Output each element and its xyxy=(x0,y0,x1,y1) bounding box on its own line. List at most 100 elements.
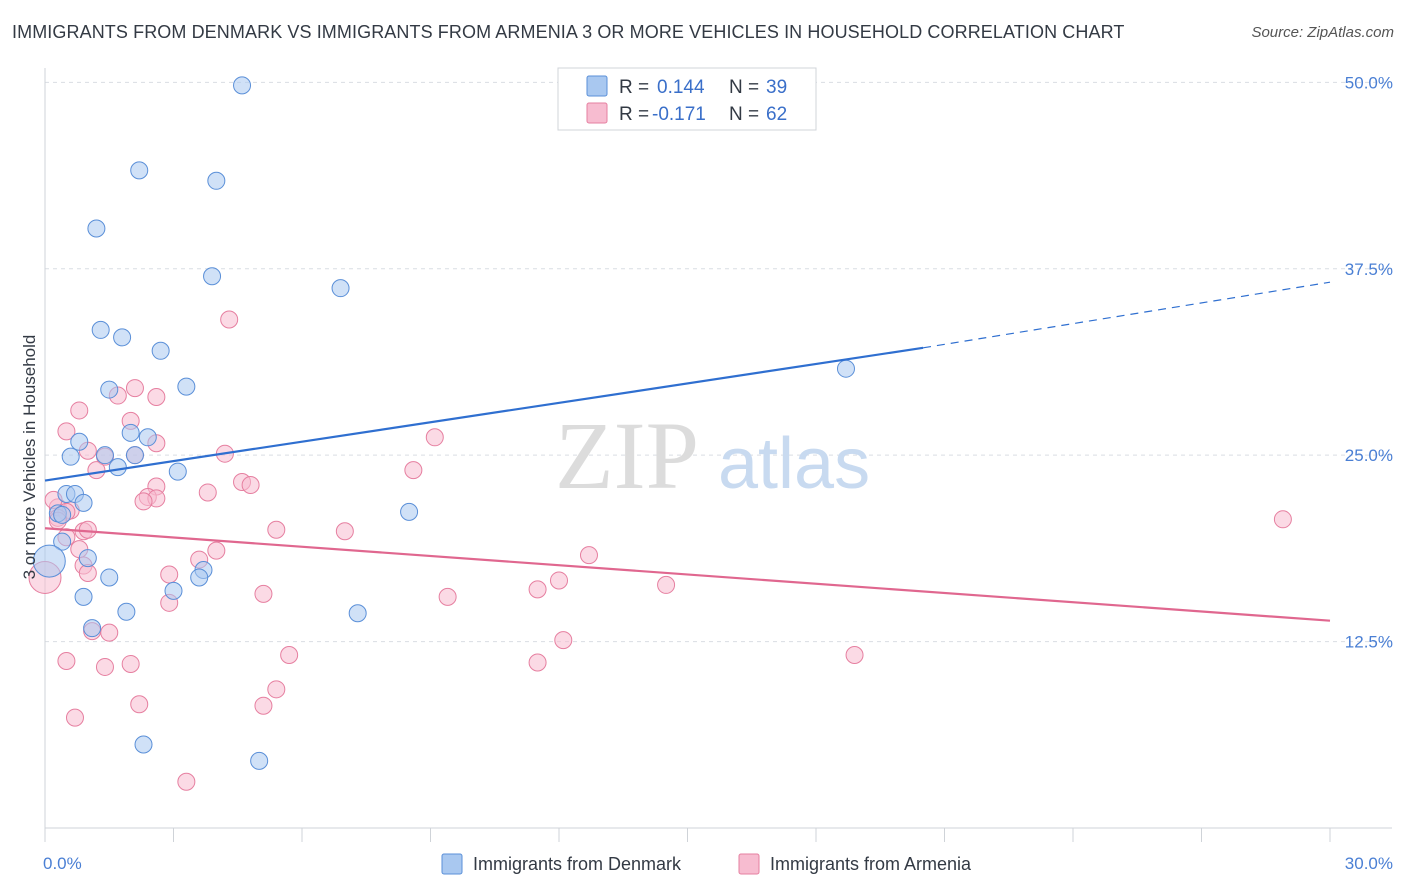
watermark-zip: ZIP xyxy=(555,402,699,509)
denmark-point-15 xyxy=(95,446,114,465)
armenia-point-32 xyxy=(579,546,598,565)
denmark-point-3 xyxy=(87,219,106,238)
y-tick-label-2: 37.5% xyxy=(1345,260,1393,279)
denmark-point-31 xyxy=(164,581,183,600)
denmark-point-12 xyxy=(138,428,157,447)
armenia-point-48 xyxy=(845,646,864,665)
denmark-point-34 xyxy=(348,604,367,623)
series-denmark-points xyxy=(32,76,855,770)
armenia-point-60 xyxy=(78,520,97,539)
denmark-point-10 xyxy=(100,380,119,399)
legend-n-label-armenia: N = xyxy=(729,104,759,125)
tick-labels: 12.5% 25.0% 37.5% 50.0% 0.0% 30.0% xyxy=(43,73,1393,873)
bottom-legend-swatch-denmark xyxy=(441,853,463,875)
armenia-point-0 xyxy=(220,310,239,329)
denmark-point-2 xyxy=(207,171,226,190)
denmark-point-25 xyxy=(53,532,72,551)
armenia-point-4 xyxy=(70,401,89,420)
legend-r-label-armenia: R = xyxy=(619,104,649,125)
chart-title: IMMIGRANTS FROM DENMARK VS IMMIGRANTS FR… xyxy=(12,22,1125,42)
armenia-point-50 xyxy=(121,654,140,673)
y-tick-label-0: 12.5% xyxy=(1345,633,1393,652)
armenia-point-57 xyxy=(177,772,196,791)
denmark-point-16 xyxy=(125,446,144,465)
denmark-trend-line xyxy=(44,346,924,482)
armenia-point-39 xyxy=(657,575,676,594)
denmark-point-7 xyxy=(113,328,132,347)
armenia-point-51 xyxy=(528,653,547,672)
armenia-point-1 xyxy=(125,379,144,398)
denmark-point-32 xyxy=(74,587,93,606)
armenia-point-61 xyxy=(198,483,217,502)
denmark-point-11 xyxy=(121,423,140,442)
denmark-point-36 xyxy=(836,359,855,378)
watermark-atlas: atlas xyxy=(718,424,870,504)
bottom-legend-label-armenia: Immigrants from Armenia xyxy=(770,854,972,874)
armenia-point-41 xyxy=(254,584,273,603)
armenia-point-45 xyxy=(100,623,119,642)
bottom-legend-swatch-armenia xyxy=(738,853,760,875)
denmark-point-0 xyxy=(233,76,252,95)
armenia-point-56 xyxy=(65,708,84,727)
armenia-point-47 xyxy=(280,646,299,665)
denmark-point-4 xyxy=(203,267,222,286)
denmark-point-33 xyxy=(117,602,136,621)
armenia-point-54 xyxy=(130,695,149,714)
armenia-point-52 xyxy=(95,657,114,676)
bottom-legend: Immigrants from Denmark Immigrants from … xyxy=(441,853,972,875)
denmark-point-18 xyxy=(168,462,187,481)
source-credit: Source: ZipAtlas.com xyxy=(1251,24,1394,41)
denmark-point-27 xyxy=(78,549,97,568)
grid-lines xyxy=(45,81,1392,643)
denmark-point-29 xyxy=(100,568,119,587)
armenia-trend-line xyxy=(44,527,1331,622)
denmark-point-37 xyxy=(134,735,153,754)
legend-box: R = 0.144 N = 39 R = -0.171 N = 62 xyxy=(557,67,817,131)
denmark-point-13 xyxy=(70,432,89,451)
armenia-point-20 xyxy=(134,492,153,511)
denmark-point-1 xyxy=(130,161,149,180)
legend-n-value-denmark: 39 xyxy=(766,77,787,98)
legend-n-value-armenia: 62 xyxy=(766,104,787,125)
legend-r-label-denmark: R = xyxy=(619,77,649,98)
denmark-point-23 xyxy=(53,505,72,524)
armenia-point-26 xyxy=(267,520,286,539)
watermark: ZIP atlas xyxy=(555,402,870,509)
axes xyxy=(44,68,1392,842)
legend-swatch-denmark xyxy=(586,75,608,97)
armenia-point-40 xyxy=(528,580,547,599)
armenia-point-6 xyxy=(57,422,76,441)
armenia-point-30 xyxy=(207,541,226,560)
armenia-point-27 xyxy=(335,522,354,541)
series-armenia-points xyxy=(28,310,1292,791)
y-tick-label-3: 50.0% xyxy=(1345,73,1393,92)
denmark-point-38 xyxy=(250,751,269,770)
bottom-legend-label-denmark: Immigrants from Denmark xyxy=(473,854,682,874)
y-tick-label-1: 25.0% xyxy=(1345,446,1393,465)
denmark-point-30 xyxy=(190,568,209,587)
denmark-point-14 xyxy=(61,447,80,466)
denmark-point-26 xyxy=(32,544,66,578)
armenia-point-46 xyxy=(554,631,573,650)
denmark-point-9 xyxy=(177,377,196,396)
denmark-trend-extension xyxy=(922,281,1331,349)
armenia-point-13 xyxy=(404,461,423,480)
armenia-point-16 xyxy=(241,476,260,495)
legend-swatch-armenia xyxy=(586,102,608,124)
armenia-point-7 xyxy=(425,428,444,447)
x-tick-label-1: 30.0% xyxy=(1345,854,1393,873)
denmark-point-24 xyxy=(400,502,419,521)
armenia-point-3 xyxy=(147,388,166,407)
armenia-point-53 xyxy=(267,680,286,699)
armenia-point-37 xyxy=(160,565,179,584)
y-axis-label: 3 or more Vehicles in Household xyxy=(20,335,39,580)
armenia-point-49 xyxy=(57,651,76,670)
legend-r-value-armenia: -0.171 xyxy=(652,104,706,125)
denmark-point-35 xyxy=(83,619,102,638)
denmark-point-8 xyxy=(151,341,170,360)
trend-lines xyxy=(44,281,1331,622)
denmark-point-6 xyxy=(91,320,110,339)
armenia-point-14 xyxy=(87,461,106,480)
legend-n-label-denmark: N = xyxy=(729,77,759,98)
